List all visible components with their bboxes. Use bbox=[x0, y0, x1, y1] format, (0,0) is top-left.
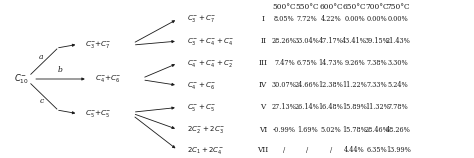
Text: III: III bbox=[259, 59, 267, 67]
Text: $C_4^{-}+C_4^{-}+C_2^{-}$: $C_4^{-}+C_4^{-}+C_2^{-}$ bbox=[187, 58, 235, 69]
Text: $C_5^{-}+C_5^{-}$: $C_5^{-}+C_5^{-}$ bbox=[187, 102, 217, 113]
Text: $C_3^{-}+C_7^{-}$: $C_3^{-}+C_7^{-}$ bbox=[187, 13, 217, 24]
Text: $C_4^{-}+C_6^{-}$: $C_4^{-}+C_6^{-}$ bbox=[187, 80, 217, 91]
Text: 7.47%: 7.47% bbox=[274, 59, 295, 67]
Text: 14.73%: 14.73% bbox=[319, 59, 343, 67]
Text: 4.22%: 4.22% bbox=[320, 15, 341, 23]
Text: 39.15%: 39.15% bbox=[365, 37, 390, 45]
Text: VI: VI bbox=[259, 126, 267, 134]
Text: 4.44%: 4.44% bbox=[344, 146, 365, 154]
Text: $C_4^{-}\!\!+\!C_6^{-}$: $C_4^{-}\!\!+\!C_6^{-}$ bbox=[95, 73, 121, 85]
Text: 15.89%: 15.89% bbox=[342, 103, 367, 111]
Text: 5.24%: 5.24% bbox=[388, 81, 409, 89]
Text: c: c bbox=[39, 97, 44, 105]
Text: 47.17%: 47.17% bbox=[319, 37, 343, 45]
Text: II: II bbox=[260, 37, 266, 45]
Text: 7.33%: 7.33% bbox=[367, 81, 388, 89]
Text: 27.13%: 27.13% bbox=[272, 103, 297, 111]
Text: 15.78%: 15.78% bbox=[342, 126, 367, 134]
Text: 13.99%: 13.99% bbox=[386, 146, 410, 154]
Text: 500°C: 500°C bbox=[273, 3, 296, 11]
Text: 5.02%: 5.02% bbox=[320, 126, 341, 134]
Text: 16.48%: 16.48% bbox=[319, 103, 343, 111]
Text: 3.30%: 3.30% bbox=[388, 59, 409, 67]
Text: 650°C: 650°C bbox=[343, 3, 366, 11]
Text: $2C_1+2C_4^{-}$: $2C_1+2C_4^{-}$ bbox=[187, 145, 224, 156]
Text: $C_5^{-}\!\!+\!C_5^{-}$: $C_5^{-}\!\!+\!C_5^{-}$ bbox=[85, 108, 112, 119]
Text: 26.14%: 26.14% bbox=[295, 103, 319, 111]
Text: /: / bbox=[306, 146, 308, 154]
Text: 7.38%: 7.38% bbox=[367, 59, 388, 67]
Text: $2C_2^{-}+2C_3^{-}$: $2C_2^{-}+2C_3^{-}$ bbox=[187, 124, 225, 135]
Text: a: a bbox=[39, 53, 44, 61]
Text: 8.05%: 8.05% bbox=[274, 15, 295, 23]
Text: b: b bbox=[58, 66, 63, 73]
Text: 7.72%: 7.72% bbox=[297, 15, 318, 23]
Text: 11.32%: 11.32% bbox=[365, 103, 390, 111]
Text: 11.22%: 11.22% bbox=[342, 81, 367, 89]
Text: IV: IV bbox=[259, 81, 267, 89]
Text: I: I bbox=[262, 15, 264, 23]
Text: $C_3^{-}+C_4^{-}+C_4^{-}$: $C_3^{-}+C_4^{-}+C_4^{-}$ bbox=[187, 36, 235, 47]
Text: 24.66%: 24.66% bbox=[295, 81, 319, 89]
Text: 48.26%: 48.26% bbox=[386, 126, 410, 134]
Text: 7.78%: 7.78% bbox=[388, 103, 409, 111]
Text: 0.00%: 0.00% bbox=[367, 15, 388, 23]
Text: 43.41%: 43.41% bbox=[342, 37, 367, 45]
Text: 1.69%: 1.69% bbox=[297, 126, 318, 134]
Text: 33.04%: 33.04% bbox=[295, 37, 319, 45]
Text: /: / bbox=[283, 146, 285, 154]
Text: 6.35%: 6.35% bbox=[367, 146, 388, 154]
Text: 12.38%: 12.38% bbox=[319, 81, 343, 89]
Text: 0.00%: 0.00% bbox=[388, 15, 409, 23]
Text: 30.07%: 30.07% bbox=[272, 81, 297, 89]
Text: 0.00%: 0.00% bbox=[344, 15, 365, 23]
Text: 600°C: 600°C bbox=[319, 3, 343, 11]
Text: 28.46%: 28.46% bbox=[365, 126, 390, 134]
Text: V: V bbox=[260, 103, 266, 111]
Text: VII: VII bbox=[257, 146, 269, 154]
Text: -0.99%: -0.99% bbox=[273, 126, 296, 134]
Text: $C_3^{-}\!\!+\!C_7^{-}$: $C_3^{-}\!\!+\!C_7^{-}$ bbox=[85, 39, 112, 50]
Text: /: / bbox=[330, 146, 332, 154]
Text: $C_{10}^{-}$: $C_{10}^{-}$ bbox=[14, 72, 29, 86]
Text: 700°C: 700°C bbox=[365, 3, 389, 11]
Text: 28.26%: 28.26% bbox=[272, 37, 297, 45]
Text: 550°C: 550°C bbox=[295, 3, 319, 11]
Text: 750°C: 750°C bbox=[386, 3, 410, 11]
Text: 9.26%: 9.26% bbox=[344, 59, 365, 67]
Text: 21.43%: 21.43% bbox=[386, 37, 410, 45]
Text: 6.75%: 6.75% bbox=[297, 59, 318, 67]
